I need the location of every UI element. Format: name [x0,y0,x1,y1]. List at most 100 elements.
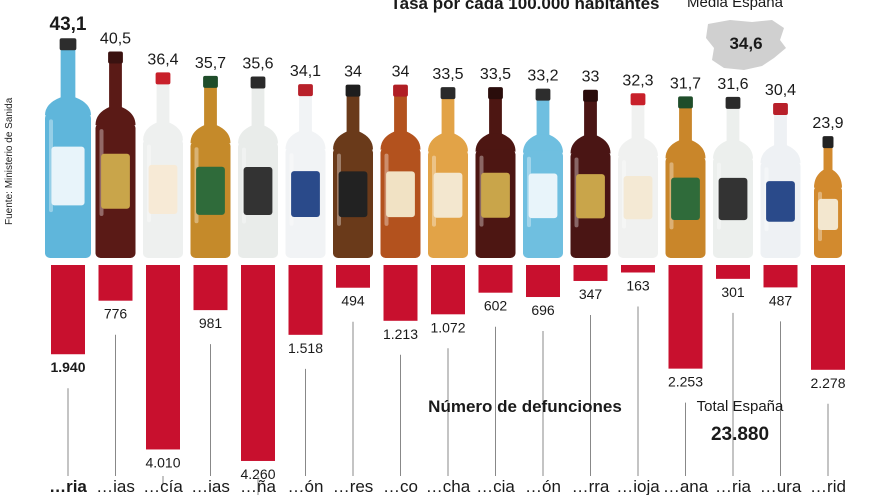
rate-value-label: 31,6 [717,76,748,93]
bottle-shoulder [333,131,373,150]
bottle-cap [298,84,313,97]
bottle-8 [380,84,421,258]
bottle-label [671,177,700,221]
death-value-label: 981 [199,315,223,331]
death-bar [193,265,228,311]
death-value-label: 1.072 [430,319,465,335]
bottle-neck [204,81,217,136]
rate-value-label: 36,4 [147,51,178,68]
bottle-shoulder [285,131,326,150]
region-label: …cía [143,477,183,495]
rate-value-label: 35,6 [242,55,273,72]
death-value-label: 494 [341,293,365,309]
rate-value-label: 23,9 [812,115,843,132]
rate-value-label: 40,5 [100,30,131,47]
bottle-cap [535,88,551,101]
death-value-label: 487 [769,292,793,308]
rate-value-label: 33,5 [432,66,463,83]
death-bar [478,265,513,293]
bottle-neck [584,95,597,146]
bottle-2 [95,51,136,258]
bottle-neck [346,90,360,142]
bottle-cap [822,136,834,149]
bottle-label [196,166,225,215]
death-bar [146,265,180,450]
bottle-neck [60,44,76,108]
bottle-shoulder [814,169,842,188]
bottle-7 [333,84,373,258]
bottle-11 [523,88,563,258]
rate-value-label: 33 [582,69,600,86]
bottle-9 [428,87,468,258]
rate-value-label: 33,5 [480,66,511,83]
bottle-cap [725,96,741,109]
bottle-shoulder [713,140,753,159]
region-label: …rid [810,477,846,495]
bottle-cap [393,84,408,97]
bottle-neck [536,94,550,145]
bottle-12 [570,89,611,258]
region-label: …co [383,477,418,495]
death-bar [573,265,608,281]
rate-value-label: 34 [344,64,362,81]
death-value-label: 776 [104,306,128,322]
bottle-neck [726,102,740,151]
bottle-5 [238,76,278,258]
region-label: …ioja [616,477,660,495]
bottle-neck [489,93,502,144]
rate-value-label: 32,3 [622,72,653,89]
bottle-cap [108,51,123,64]
death-value-label: 1.213 [383,326,418,342]
death-bar [811,265,845,370]
bottle-label [433,172,463,218]
bottle-shoulder [475,133,516,152]
region-label: …res [333,477,374,495]
bottle-shoulder [190,125,231,144]
death-bar [51,265,85,355]
death-value-label: 347 [579,286,603,302]
bottle-label [148,164,178,215]
bottle-neck [251,82,265,136]
death-value-label: 301 [721,284,745,300]
bottle-shoulder [570,135,611,154]
rate-value-label: 43,1 [50,14,87,35]
death-value-label: 602 [484,298,508,314]
bottle-label [291,171,320,217]
bottle-label [718,177,748,221]
region-label: …ias [96,477,135,495]
death-value-label: 4.260 [240,466,275,482]
death-bar [336,265,370,288]
bottle-cap [440,87,456,100]
region-label: …ón [525,477,561,495]
bottle-neck [631,99,645,149]
bottle-label [528,173,558,219]
region-label: …ria [49,477,87,495]
bottle-neck [156,78,170,133]
region-label: …ria [715,477,751,495]
region-label: …cia [476,477,515,495]
region-label: …ana [663,477,709,495]
deaths-title: Número de defunciones [428,397,622,416]
death-bar [383,265,418,321]
bottle-13 [618,93,658,258]
bottle-cap [203,75,218,88]
death-bar [763,265,798,288]
bottle-1 [45,38,91,258]
bottle-label [817,198,839,231]
rate-value-label: 35,7 [195,55,226,72]
bottle-cap [59,38,77,51]
death-value-label: 1.518 [288,340,323,356]
bottle-label [481,172,510,218]
bottle-label [243,167,273,216]
region-label: …cha [426,477,471,495]
bottle-neck [109,57,122,118]
bottle-label [338,171,368,218]
bottle-cap [155,72,171,85]
death-bar [431,265,465,315]
bottle-shoulder [523,134,563,153]
bottle-shoulder [95,107,136,126]
bottle-shoulder [143,122,183,141]
region-label: …ón [288,477,324,495]
rate-value-label: 34,1 [290,63,321,80]
bottle-shoulder [45,97,91,116]
